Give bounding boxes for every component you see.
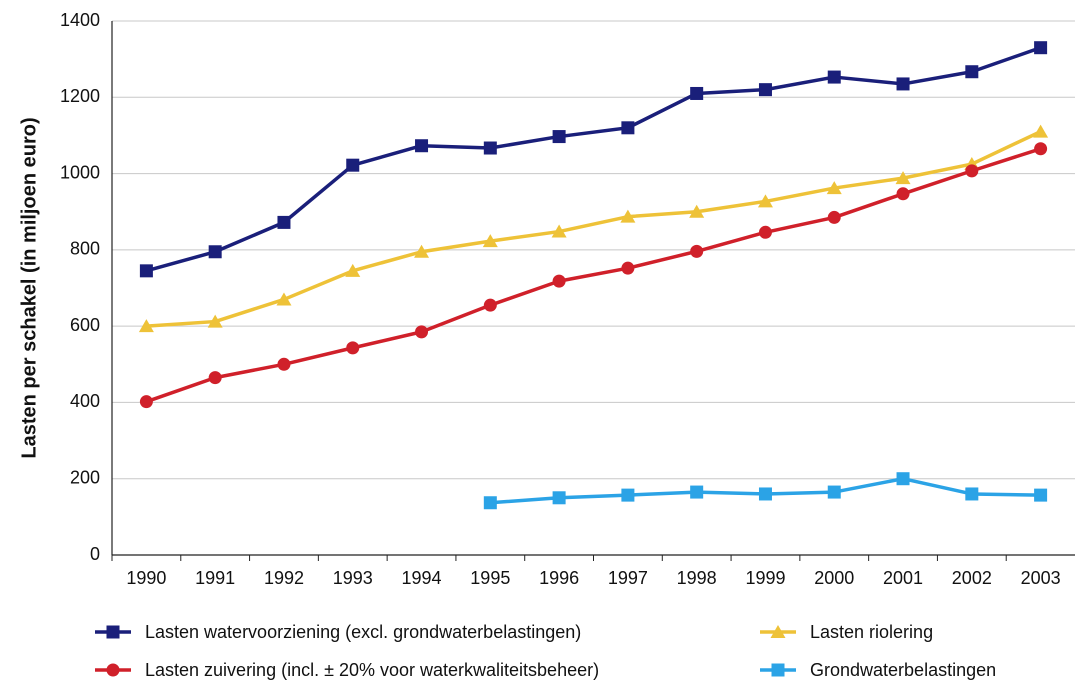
data-point [482,234,498,248]
data-point [208,245,222,259]
x-tick-label: 1998 [677,568,717,588]
legend-label: Lasten riolering [810,622,933,642]
data-point [1033,124,1049,138]
legend-marker [106,663,120,677]
legend-marker [771,663,785,677]
legend-label: Grondwaterbelastingen [810,660,996,680]
data-point [965,65,979,79]
data-point [690,485,704,499]
x-tick-label: 2003 [1021,568,1061,588]
x-tick-label: 1993 [333,568,373,588]
data-point [757,194,773,208]
x-tick-label: 2000 [814,568,854,588]
x-tick-label: 1997 [608,568,648,588]
data-point [483,298,497,312]
x-tick-label: 1996 [539,568,579,588]
data-point [552,274,566,288]
data-point [690,86,704,100]
data-point [827,485,841,499]
data-point [277,357,291,371]
data-point [414,244,430,258]
data-point [621,261,635,275]
data-point [827,70,841,84]
data-point [415,325,429,339]
data-point [483,496,497,510]
series-line [146,130,1042,328]
data-point [965,487,979,501]
data-point [551,224,567,238]
series-line [145,46,1042,273]
data-point [689,204,705,218]
data-point [896,77,910,91]
y-tick-label: 200 [70,467,100,487]
y-tick-label: 600 [70,315,100,335]
x-tick-label: 1995 [470,568,510,588]
data-point [621,488,635,502]
data-point [483,141,497,155]
y-tick-label: 800 [70,239,100,259]
data-point [1034,488,1048,502]
x-tick-label: 1994 [402,568,442,588]
data-point [621,121,635,135]
x-tick-label: 1990 [126,568,166,588]
data-point [758,225,772,239]
y-tick-label: 1200 [60,86,100,106]
legend-marker [770,625,786,638]
data-point [346,341,360,355]
data-point [758,487,772,501]
x-tick-label: 2001 [883,568,923,588]
data-point [758,83,772,97]
legend-marker [106,625,120,639]
data-point [415,139,429,153]
legend-label: Lasten zuivering (incl. ± 20% voor water… [145,660,599,680]
y-tick-label: 1400 [60,10,100,30]
y-tick-label: 400 [70,391,100,411]
data-point [345,263,361,277]
y-axis-label: Lasten per schakel (in miljoen euro) [18,117,40,458]
x-tick-label: 1991 [195,568,235,588]
data-point [620,209,636,223]
data-point [965,164,979,178]
x-tick-label: 1999 [745,568,785,588]
series-line [145,147,1042,404]
data-point [207,314,223,328]
legend-label: Lasten watervoorziening (excl. grondwate… [145,622,581,642]
data-point [552,491,566,505]
data-point [346,158,360,172]
data-point [827,210,841,224]
data-point [895,171,911,185]
y-tick-label: 1000 [60,162,100,182]
data-point [139,395,153,409]
data-point [277,215,291,229]
data-point [138,319,154,333]
data-point [896,187,910,201]
y-tick-label: 0 [90,544,100,564]
data-point [139,264,153,278]
data-point [1034,142,1048,156]
data-point [896,472,910,486]
data-point [552,130,566,144]
data-point [1034,41,1048,55]
x-tick-label: 2002 [952,568,992,588]
data-point [208,371,222,385]
data-point [826,181,842,195]
x-tick-label: 1992 [264,568,304,588]
data-point [276,292,292,306]
data-point [690,244,704,258]
